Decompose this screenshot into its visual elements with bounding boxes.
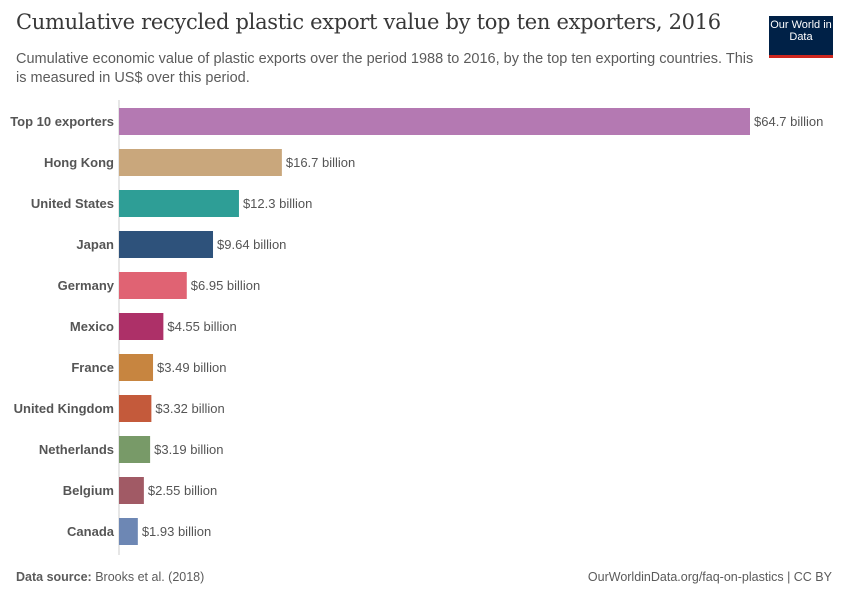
value-label: $3.49 billion [157, 360, 226, 375]
chart-title: Cumulative recycled plastic export value… [16, 10, 721, 34]
category-label: United Kingdom [14, 401, 114, 416]
category-label: Top 10 exporters [10, 114, 114, 129]
value-label: $4.55 billion [167, 319, 236, 334]
category-label: France [71, 360, 114, 375]
category-label: Germany [58, 278, 115, 293]
bar [119, 477, 144, 504]
chart-subtitle: Cumulative economic value of plastic exp… [16, 51, 754, 86]
bar [119, 518, 138, 545]
bar [119, 231, 214, 258]
value-label: $3.32 billion [155, 401, 224, 416]
bar [119, 395, 152, 422]
value-label: $1.93 billion [142, 524, 211, 539]
bar [119, 272, 187, 299]
value-label: $64.7 billion [754, 114, 823, 129]
category-label: Netherlands [39, 442, 114, 457]
source-text[interactable]: Brooks et al. (2018) [95, 570, 205, 584]
bar [119, 354, 154, 381]
category-label: United States [31, 196, 114, 211]
logo-text: Our World in Data [770, 19, 832, 43]
value-label: $6.95 billion [191, 278, 260, 293]
value-label: $12.3 billion [243, 196, 312, 211]
category-label: Hong Kong [44, 155, 114, 170]
bar [119, 149, 282, 176]
value-label: $3.19 billion [154, 442, 223, 457]
bar [119, 108, 750, 135]
value-label: $2.55 billion [148, 483, 217, 498]
owid-logo[interactable]: Our World in Data [769, 16, 833, 58]
bar-chart: Top 10 exporters $64.7 billion Hong Kong $1… [10, 100, 823, 555]
bar [119, 436, 151, 463]
bar [119, 313, 164, 340]
source-label: Data source: [16, 570, 92, 584]
bar [119, 190, 239, 217]
category-label: Canada [67, 524, 115, 539]
value-label: $16.7 billion [286, 155, 355, 170]
category-label: Japan [76, 237, 114, 252]
footer-url[interactable]: OurWorldinData.org/faq-on-plastics | CC … [587, 570, 832, 584]
value-label: $9.64 billion [217, 237, 286, 252]
category-label: Belgium [63, 483, 114, 498]
category-label: Mexico [70, 319, 114, 334]
data-source: Data source: Brooks et al. (2018) [16, 570, 204, 584]
